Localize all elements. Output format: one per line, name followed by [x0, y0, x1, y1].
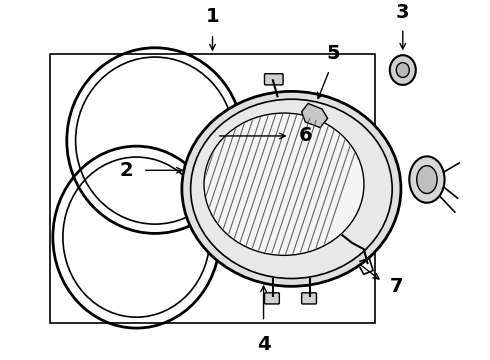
FancyBboxPatch shape [265, 74, 283, 85]
Ellipse shape [182, 91, 401, 286]
Text: 6: 6 [299, 126, 313, 145]
Ellipse shape [396, 63, 409, 77]
Polygon shape [302, 103, 328, 127]
Text: 7: 7 [390, 277, 403, 296]
Text: 5: 5 [326, 44, 340, 63]
Bar [50, 54, 375, 323]
FancyBboxPatch shape [265, 293, 279, 304]
FancyBboxPatch shape [302, 293, 317, 304]
Text: 2: 2 [120, 161, 133, 180]
Text: 4: 4 [257, 334, 270, 354]
Text: 3: 3 [396, 3, 410, 22]
Ellipse shape [390, 55, 416, 85]
Ellipse shape [204, 113, 364, 255]
Ellipse shape [191, 99, 392, 279]
Ellipse shape [409, 156, 444, 203]
Ellipse shape [416, 166, 437, 193]
Text: 1: 1 [206, 8, 220, 26]
